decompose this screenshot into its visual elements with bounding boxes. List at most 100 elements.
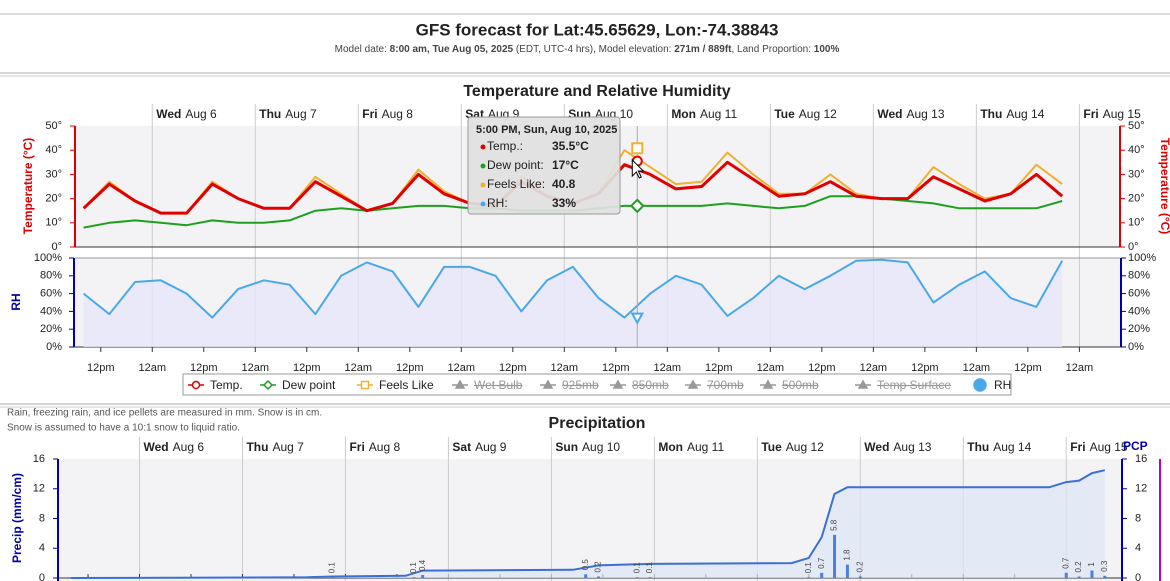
bar-label: 0.5 xyxy=(581,559,590,571)
day-name: Wed xyxy=(144,440,169,454)
y2-tick-label: 60% xyxy=(40,288,62,300)
legend-symbol xyxy=(262,379,274,391)
x-tick-label: 12pm xyxy=(705,362,733,374)
bar xyxy=(1077,576,1081,578)
day-label: Sun Aug 10 xyxy=(555,440,620,454)
tooltip-label: Feels Like: xyxy=(487,177,545,191)
chart-title: Precipitation xyxy=(549,415,646,432)
hover-marker xyxy=(630,312,644,325)
legend-label: Wet Bulb xyxy=(474,378,523,392)
x-tick-label: 12pm xyxy=(911,362,939,374)
legend-label: 925mb xyxy=(562,378,599,392)
bar-label: 0.1 xyxy=(645,562,654,574)
day-name: Fri xyxy=(1070,440,1085,454)
x-tick-label: 12pm xyxy=(293,362,321,374)
y-tick-label: 16 xyxy=(1135,453,1147,465)
cumulative-area xyxy=(70,470,1105,578)
tooltip-label: Temp.: xyxy=(487,139,523,153)
y-tick-label: 30° xyxy=(45,168,62,180)
y-tick-label: 12 xyxy=(1135,483,1147,495)
legend-label: Dew point xyxy=(282,378,336,392)
tooltip-dot xyxy=(480,163,486,169)
day-label: Thu Aug 7 xyxy=(259,107,317,121)
bar-label: 1 xyxy=(1087,562,1096,567)
day-name: Wed xyxy=(877,107,902,121)
day-label: Wed Aug 13 xyxy=(877,107,944,121)
day-label: Sat Aug 9 xyxy=(452,440,506,454)
bar-label: 0.3 xyxy=(1100,560,1109,572)
day-label: Thu Aug 7 xyxy=(246,440,304,454)
bar-label: 0.7 xyxy=(817,557,826,569)
bar-label: 0.2 xyxy=(1074,561,1083,573)
y-tick-label: 50° xyxy=(45,120,62,132)
subtitle-part: , Land Proportion: xyxy=(732,44,814,55)
day-date: Aug 6 xyxy=(185,107,217,121)
bar xyxy=(584,574,588,578)
bar xyxy=(412,577,416,578)
y-tick-label: 10° xyxy=(1128,217,1145,229)
day-label: Wed Aug 13 xyxy=(864,440,931,454)
bar-label: 0.4 xyxy=(418,559,427,571)
hover-marker xyxy=(629,198,645,214)
day-name: Thu xyxy=(980,107,1002,121)
bar-label: 0.7 xyxy=(1061,557,1070,569)
day-name: Thu xyxy=(967,440,989,454)
day-name: Mon xyxy=(658,440,683,454)
bar xyxy=(1090,570,1094,578)
series-line xyxy=(82,258,1064,319)
note: Snow is assumed to have a 10:1 snow to l… xyxy=(7,423,240,434)
bar xyxy=(597,576,601,578)
note: Rain, freezing rain, and ice pellets are… xyxy=(7,408,322,419)
y-tick-label: 20° xyxy=(1128,193,1145,205)
x-tick-label: 12pm xyxy=(87,362,115,374)
rh-area xyxy=(83,259,1063,347)
bar xyxy=(635,577,639,578)
bar xyxy=(1064,572,1068,578)
day-name: Mon xyxy=(671,107,696,121)
y2-tick-label: 20% xyxy=(1128,323,1150,335)
day-date: Aug 11 xyxy=(700,107,737,121)
legend-label: RH xyxy=(994,378,1011,392)
tooltip-title: 5:00 PM, Sun, Aug 10, 2025 xyxy=(476,124,617,136)
x-tick-label: 12pm xyxy=(499,362,527,374)
y-axis-title: Temperature (°C) xyxy=(21,138,35,235)
bar-label: 0.2 xyxy=(855,561,864,573)
day-name: Sun xyxy=(555,440,578,454)
legend-label: Feels Like xyxy=(379,378,434,392)
day-label: Mon Aug 11 xyxy=(658,440,724,454)
x-tick-label: 12pm xyxy=(396,362,424,374)
day-name: Wed xyxy=(864,440,889,454)
x-tick-label: 12am xyxy=(551,362,579,374)
day-label: Wed Aug 6 xyxy=(144,440,205,454)
y2-tick-label: 40% xyxy=(1128,305,1150,317)
y2-axis-title: RH xyxy=(9,293,23,310)
x-tick-label: 12pm xyxy=(602,362,630,374)
tooltip-label: RH: xyxy=(487,196,508,210)
y2-tick-label: 80% xyxy=(1128,270,1150,282)
x-tick-label: 12am xyxy=(1066,362,1094,374)
day-label: Fri Aug 8 xyxy=(362,107,413,121)
bar xyxy=(820,572,824,578)
bar-label: 1.8 xyxy=(843,549,852,561)
y2-tick-label: 60% xyxy=(1128,288,1150,300)
day-date: Aug 12 xyxy=(786,440,824,454)
day-date: Aug 6 xyxy=(173,440,205,454)
day-name: Wed xyxy=(156,107,181,121)
day-date: Aug 15 xyxy=(1103,107,1141,121)
bar-label: 0.1 xyxy=(409,562,418,574)
day-date: Aug 15 xyxy=(1090,440,1128,454)
legend-label: 700mb xyxy=(707,378,744,392)
x-tick-label: 12pm xyxy=(1014,362,1042,374)
y-tick-label: 0 xyxy=(39,572,45,581)
x-tick-label: 12am xyxy=(654,362,682,374)
chart-title: Temperature and Relative Humidity xyxy=(463,83,730,100)
marks: Wed Aug 6 Thu Aug 7 Fri Aug 8 Sat Aug 9 Sun Aug 1… xyxy=(9,104,1170,581)
x-tick-label: 12am xyxy=(448,362,476,374)
x-tick-label: 12am xyxy=(345,362,373,374)
y-tick-label: 4 xyxy=(39,542,45,554)
legend-symbol xyxy=(973,378,987,392)
y2-tick-label: 20% xyxy=(40,323,62,335)
legend-symbol xyxy=(762,379,774,389)
day-date: Aug 14 xyxy=(993,440,1031,454)
